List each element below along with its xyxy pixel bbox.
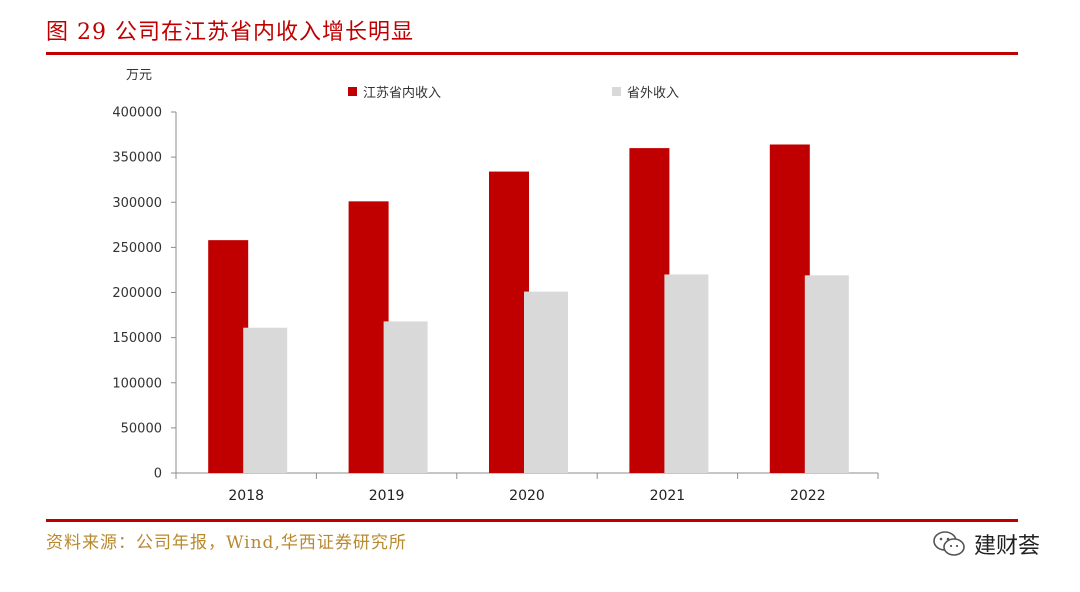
x-category-label: 2018 (228, 488, 264, 504)
bar-outside-2018 (243, 327, 288, 473)
source-note: 资料来源：公司年报，Wind,华西证券研究所 (46, 533, 407, 553)
y-tick-label: 350000 (112, 151, 162, 166)
bar-outside-2021 (664, 274, 709, 473)
watermark-text: 建财荟 (973, 534, 1040, 559)
bar-jiangsu-2020 (489, 171, 529, 473)
legend-label-jiangsu: 江苏省内收入 (363, 86, 442, 101)
y-axis-unit: 万元 (126, 68, 153, 83)
y-tick-label: 150000 (112, 331, 162, 346)
bar-outside-2020 (524, 291, 568, 473)
y-tick-label: 200000 (112, 286, 162, 301)
top-rule (46, 52, 1018, 55)
wechat-icon (933, 531, 965, 556)
x-category-label: 2020 (509, 488, 545, 504)
y-tick-label: 0 (154, 467, 162, 482)
y-tick-label: 50000 (121, 421, 162, 436)
legend-swatch-jiangsu (348, 87, 357, 96)
bar-jiangsu-2019 (348, 201, 389, 473)
bar-jiangsu-2021 (629, 148, 670, 473)
x-category-label: 2022 (790, 488, 826, 504)
bar-jiangsu-2018 (208, 240, 249, 473)
legend-item-jiangsu: 江苏省内收入 (348, 82, 441, 101)
bottom-rule (46, 519, 1018, 522)
legend-item-outside: 省外收入 (612, 82, 679, 101)
bar-outside-2019 (383, 321, 428, 473)
y-tick-label: 100000 (112, 376, 162, 391)
y-tick-label: 300000 (112, 196, 162, 211)
legend-swatch-outside (612, 87, 621, 96)
legend-label-outside: 省外收入 (627, 86, 680, 101)
y-tick-label: 250000 (112, 241, 162, 256)
x-category-label: 2021 (650, 488, 686, 504)
y-tick-label: 400000 (112, 106, 162, 121)
x-category-label: 2019 (369, 488, 405, 504)
bar-outside-2022 (804, 275, 849, 473)
figure-title: 图 29 公司在江苏省内收入增长明显 (46, 20, 414, 45)
bar-jiangsu-2022 (769, 144, 810, 474)
watermark: 建财荟 (932, 528, 1040, 560)
